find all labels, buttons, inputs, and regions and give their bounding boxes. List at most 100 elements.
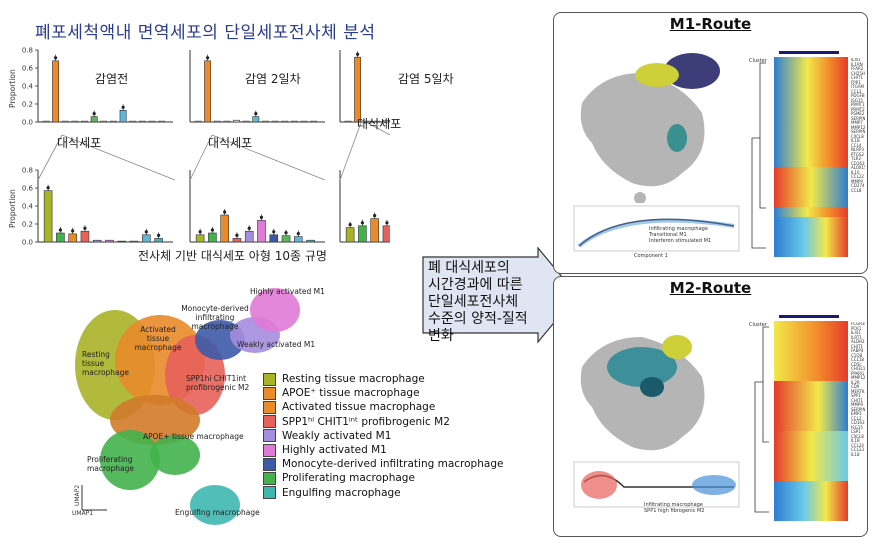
gene-label: C1QB [851, 352, 863, 358]
umap-label-highly-m1: Highly activated M1 [250, 287, 325, 296]
gene-label: CHIT1 [851, 397, 863, 403]
m1-gene-list: IL4I1 IL1RN FFAR2 CH25H CHIT1 FPR1 ITGAM CCL3 PD… [851, 58, 865, 258]
data-point [205, 56, 210, 60]
y-tick-label: 0.2 [22, 221, 33, 229]
bar [281, 235, 291, 243]
gene-label: CXCL8 [851, 433, 864, 439]
connector-line [189, 134, 213, 181]
gene-label: NLRP3 [851, 147, 864, 152]
arrow-line-1: 폐 대식세포의 [428, 260, 510, 276]
bar [129, 120, 137, 123]
macrophage-label-2: 대식세포 [208, 136, 253, 150]
gene-label: PSME2 [851, 111, 865, 116]
gene-label: SERPINA1 [851, 406, 865, 412]
m2-cluster-label: Cluster [749, 322, 767, 328]
bar [138, 120, 146, 123]
bar [358, 225, 367, 243]
gene-label: CCL23 [851, 447, 864, 452]
bar [300, 120, 308, 123]
bar [306, 239, 315, 243]
gene-label: IL1RN [851, 61, 863, 67]
umap-legend: Resting tissue macrophage APOE⁺ tissue ma… [263, 372, 503, 500]
group-label-before: 감염전 [95, 72, 129, 86]
bar [117, 240, 127, 243]
gene-label: CCL18 [851, 357, 864, 362]
gene-label: FPR1 [851, 79, 862, 85]
gene-label: PRMT2 [851, 106, 865, 112]
connector-line [211, 134, 326, 181]
gene-label: IL2R [851, 379, 860, 385]
data-point [284, 231, 288, 235]
bar [119, 110, 127, 123]
bar [52, 60, 60, 123]
bar [233, 119, 240, 123]
bar [252, 116, 260, 123]
m2-traj-legend: Infiltrating macrophage SPP1 high fibrog… [644, 502, 704, 514]
gene-label: IL4I1 [851, 58, 861, 62]
bar-chart-3 [339, 50, 390, 123]
bar [345, 227, 355, 243]
data-point [156, 233, 161, 237]
data-point [373, 214, 377, 218]
data-point [92, 112, 96, 116]
group-label-day5: 감염 5일차 [398, 72, 454, 86]
bar [71, 120, 79, 123]
umap-label-activated: Activated tissue macrophage [134, 325, 182, 352]
legend-label: Resting tissue macrophage [282, 373, 425, 386]
arrow-line-2: 시간경과에 따른 [428, 277, 523, 293]
gene-label: IL10 [851, 169, 860, 175]
data-point [355, 52, 360, 56]
bar [383, 119, 390, 123]
gene-label: MMP9 [851, 178, 863, 184]
bar [262, 120, 269, 123]
gene-label: PCK1 [851, 325, 862, 331]
legend-swatch [263, 486, 276, 500]
legend-swatch [263, 400, 276, 414]
m2-pseudotime-bar [779, 315, 839, 318]
bar [223, 120, 231, 123]
connector-line [61, 134, 176, 181]
data-point [247, 226, 251, 230]
gene-label: IL1B [851, 138, 860, 143]
page-title: 폐포세척액내 면역세포의 단일세포전사체 분석 [35, 23, 376, 43]
bar [129, 240, 139, 243]
data-point [144, 230, 148, 234]
legend-label: Highly activated M1 [282, 444, 387, 457]
legend-item: Resting tissue macrophage [263, 372, 503, 386]
connector-line [361, 119, 390, 136]
m2-umap [580, 335, 705, 451]
gene-label: PTGS2 [851, 151, 865, 157]
data-point [235, 233, 239, 237]
data-point [53, 56, 58, 60]
umap-label-monocyte: Monocyte-derived infiltrating macrophage [181, 304, 249, 331]
bar [257, 220, 266, 243]
bar [154, 238, 163, 243]
m2-heatmap [774, 321, 848, 521]
legend-swatch [263, 429, 276, 443]
gene-label: IL18 [851, 451, 860, 457]
y-tick-label: 0.8 [22, 167, 33, 175]
data-point [272, 230, 276, 234]
gene-label: ISG15 [851, 424, 863, 430]
umap-label-proliferating: Proliferating macrophage [87, 455, 135, 473]
data-point [198, 230, 202, 234]
y-tick-label: 0.2 [22, 101, 33, 109]
y-tick-label: 0.4 [22, 203, 34, 211]
gene-label: PPARG [851, 370, 865, 376]
m1-route-panel: M1-Route Infiltrating macrophage Transit… [553, 12, 868, 274]
bar [290, 120, 298, 123]
m1-traj-legend-2: Transitional M1 [649, 232, 687, 238]
data-point [348, 223, 352, 227]
gene-label: ALOX15 [851, 165, 865, 170]
y-tick-label: 0.6 [22, 185, 34, 193]
m1-cluster-label: Cluster [749, 58, 767, 64]
gene-label: CCL8 [851, 187, 862, 193]
legend-label: Proliferating macrophage [282, 472, 415, 485]
y-axis-label: Proportion [8, 69, 17, 108]
legend-item: Highly activated M1 [263, 443, 503, 457]
bar [100, 120, 108, 123]
m1-umap [580, 53, 720, 203]
gene-label: CCL3 [851, 88, 862, 94]
gene-label: CD274 [851, 183, 865, 188]
data-point [121, 105, 125, 109]
